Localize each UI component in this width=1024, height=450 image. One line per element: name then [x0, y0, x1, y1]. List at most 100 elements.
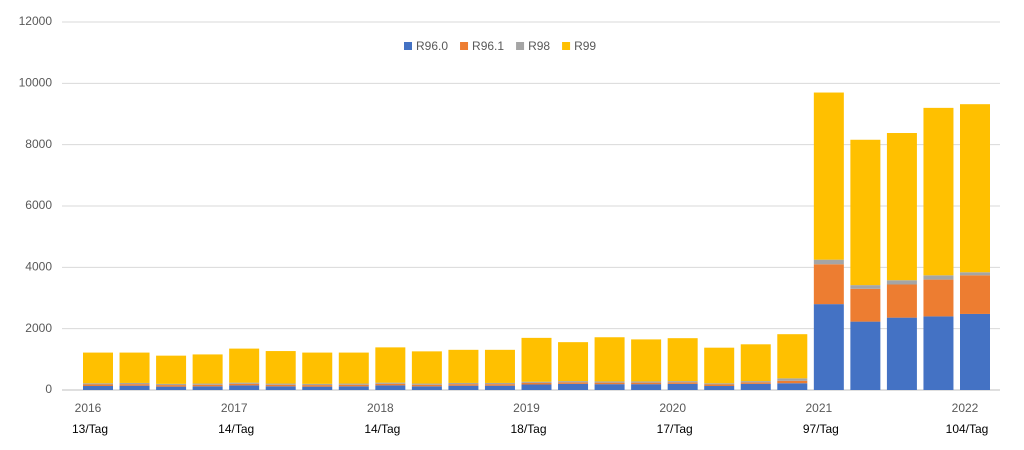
- x-tick-label: 2019: [513, 401, 540, 415]
- bar-segment: [302, 385, 333, 387]
- bar-segment: [521, 382, 552, 385]
- bar-segment: [229, 385, 260, 390]
- bar-segment: [631, 384, 662, 390]
- bar-segment: [558, 382, 589, 384]
- bar-segment: [594, 384, 625, 390]
- bar-segment: [83, 384, 113, 387]
- bar-segment: [960, 272, 990, 276]
- bar-segment: [631, 339, 662, 382]
- y-tick-label: 6000: [25, 198, 52, 212]
- bar-segment: [704, 384, 735, 387]
- bar-segment: [667, 383, 698, 390]
- legend-swatch: [516, 42, 525, 50]
- bar-segment: [521, 381, 552, 383]
- bar-segment: [338, 386, 369, 390]
- legend-label: R98: [528, 39, 550, 53]
- bar-segment: [302, 386, 333, 390]
- bar-segment: [813, 264, 844, 305]
- bar-segment: [192, 383, 223, 385]
- legend-label: R96.1: [472, 39, 504, 53]
- bar-segment: [704, 383, 735, 385]
- bar-segment: [631, 382, 662, 385]
- bar-segment: [156, 386, 187, 390]
- y-tick-label: 2000: [25, 321, 52, 335]
- bar-segment: [484, 349, 515, 383]
- bar-segment: [448, 384, 479, 386]
- bar-segment: [594, 382, 625, 385]
- bar-segment: [411, 351, 442, 384]
- bar-segment: [960, 104, 990, 273]
- bar-segment: [777, 378, 808, 381]
- bar-segment: [83, 383, 113, 385]
- x-tick-label: 2016: [75, 401, 102, 415]
- x-tick-label: 2020: [659, 401, 686, 415]
- bar-segment: [229, 383, 260, 386]
- bar-segment: [740, 382, 771, 384]
- bar-segment: [923, 279, 954, 317]
- bar-segment: [631, 381, 662, 383]
- bar-segment: [338, 352, 369, 384]
- bar-segment: [484, 384, 515, 386]
- bar-segment: [265, 383, 296, 385]
- category-note: 18/Tag: [510, 422, 546, 436]
- bar-segment: [229, 382, 260, 384]
- bar-segment: [484, 382, 515, 385]
- x-tick-label: 2018: [367, 401, 394, 415]
- bar-segment: [704, 347, 735, 384]
- bar-segment: [777, 334, 808, 379]
- bar-segment: [667, 338, 698, 382]
- bar-segment: [375, 347, 406, 383]
- bar-segment: [850, 321, 881, 390]
- x-tick-label: 2022: [952, 401, 979, 415]
- bar-segment: [850, 288, 881, 322]
- bar-segment: [83, 352, 113, 384]
- category-note: 14/Tag: [364, 422, 400, 436]
- bar-segment: [192, 384, 223, 387]
- bar-segment: [558, 381, 589, 383]
- x-tick-label: 2017: [221, 401, 248, 415]
- bar-segment: [594, 337, 625, 382]
- y-tick-label: 4000: [25, 260, 52, 274]
- legend-swatch: [562, 42, 571, 50]
- category-note: 13/Tag: [72, 422, 108, 436]
- bar-segment: [375, 385, 406, 390]
- bar-segment: [302, 352, 333, 384]
- bar-segment: [740, 381, 771, 383]
- bar-segment: [411, 384, 442, 387]
- bar-segment: [411, 386, 442, 390]
- bar-segment: [813, 92, 844, 260]
- bar-segment: [156, 385, 187, 387]
- legend-swatch: [404, 42, 412, 50]
- bar-segment: [923, 275, 954, 280]
- bar-segment: [960, 313, 990, 390]
- bar-segment: [850, 139, 881, 286]
- bar-segment: [119, 385, 150, 390]
- bar-segment: [338, 384, 369, 387]
- bar-segment: [265, 384, 296, 387]
- bar-segment: [448, 349, 479, 383]
- bar-segment: [558, 342, 589, 382]
- bar-segment: [265, 386, 296, 390]
- bar-segment: [411, 383, 442, 385]
- bar-segment: [777, 383, 808, 390]
- category-note: 14/Tag: [218, 422, 254, 436]
- bar-segment: [521, 384, 552, 390]
- bar-segment: [192, 386, 223, 390]
- bar-segment: [375, 382, 406, 384]
- bar-segment: [777, 380, 808, 384]
- legend-swatch: [460, 42, 469, 50]
- bar-segment: [302, 383, 333, 386]
- bar-segment: [83, 386, 113, 390]
- bar-segment: [923, 316, 954, 390]
- category-note: 97/Tag: [803, 422, 839, 436]
- legend-label: R96.0: [416, 39, 448, 53]
- x-tick-label: 2021: [805, 401, 832, 415]
- bar-segment: [192, 354, 223, 384]
- bar-segment: [448, 385, 479, 390]
- bar-segment: [960, 275, 990, 314]
- y-tick-label: 10000: [19, 76, 53, 90]
- bar-segment: [119, 384, 150, 386]
- bar-segment: [667, 382, 698, 384]
- y-tick-label: 0: [45, 382, 52, 396]
